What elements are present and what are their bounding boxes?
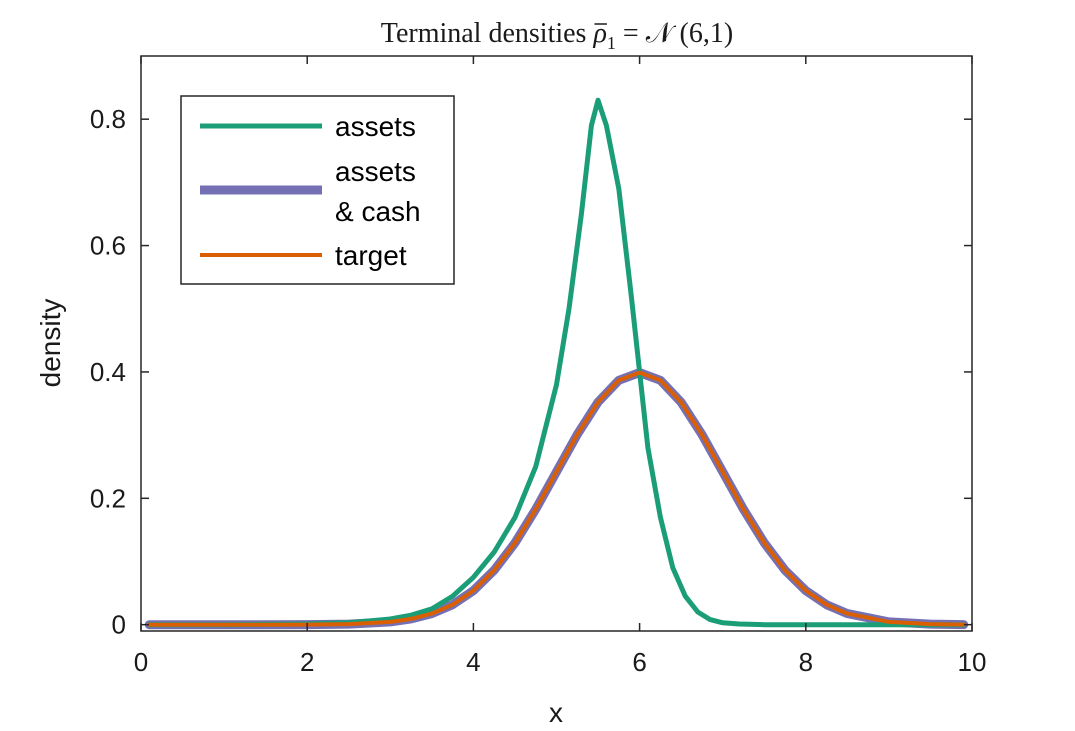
y-tick-label: 0.4 (90, 357, 126, 387)
y-tick-label: 0.6 (90, 231, 126, 261)
legend-label: assets (335, 156, 416, 187)
series-line-assets (146, 97, 967, 628)
x-tick-label: 2 (300, 647, 314, 677)
legend-label: & cash (335, 196, 421, 227)
series-line-assets-cash (144, 368, 969, 630)
plot-area (144, 97, 969, 630)
series-line-target (147, 370, 966, 627)
legend: assets assets & cash target (180, 95, 455, 285)
axis-ticks: 0 2 4 6 8 10 0 0.2 0.4 0.6 0.8 (90, 56, 987, 677)
y-tick-label: 0.2 (90, 483, 126, 513)
x-tick-label: 6 (632, 647, 646, 677)
x-axis-label: x (549, 697, 563, 728)
title-params: (6,1) (673, 18, 734, 49)
title-rho: ρ (592, 18, 606, 49)
x-tick-label: 4 (466, 647, 480, 677)
y-axis-label: density (35, 299, 66, 388)
title-prefix: Terminal densities (381, 18, 594, 49)
y-tick-label: 0 (112, 610, 126, 640)
plot-frame (140, 55, 973, 632)
legend-label: assets (335, 111, 416, 142)
x-tick-label: 0 (134, 647, 148, 677)
legend-label: target (335, 240, 407, 271)
chart-title: Terminal densities ρ1 = 𝒩 (6,1) (381, 18, 733, 53)
title-dist: 𝒩 (646, 18, 677, 49)
x-tick-label: 8 (799, 647, 813, 677)
title-equals: = (616, 18, 646, 49)
y-tick-label: 0.8 (90, 104, 126, 134)
title-rho-sub: 1 (607, 33, 616, 53)
x-tick-label: 10 (958, 647, 987, 677)
